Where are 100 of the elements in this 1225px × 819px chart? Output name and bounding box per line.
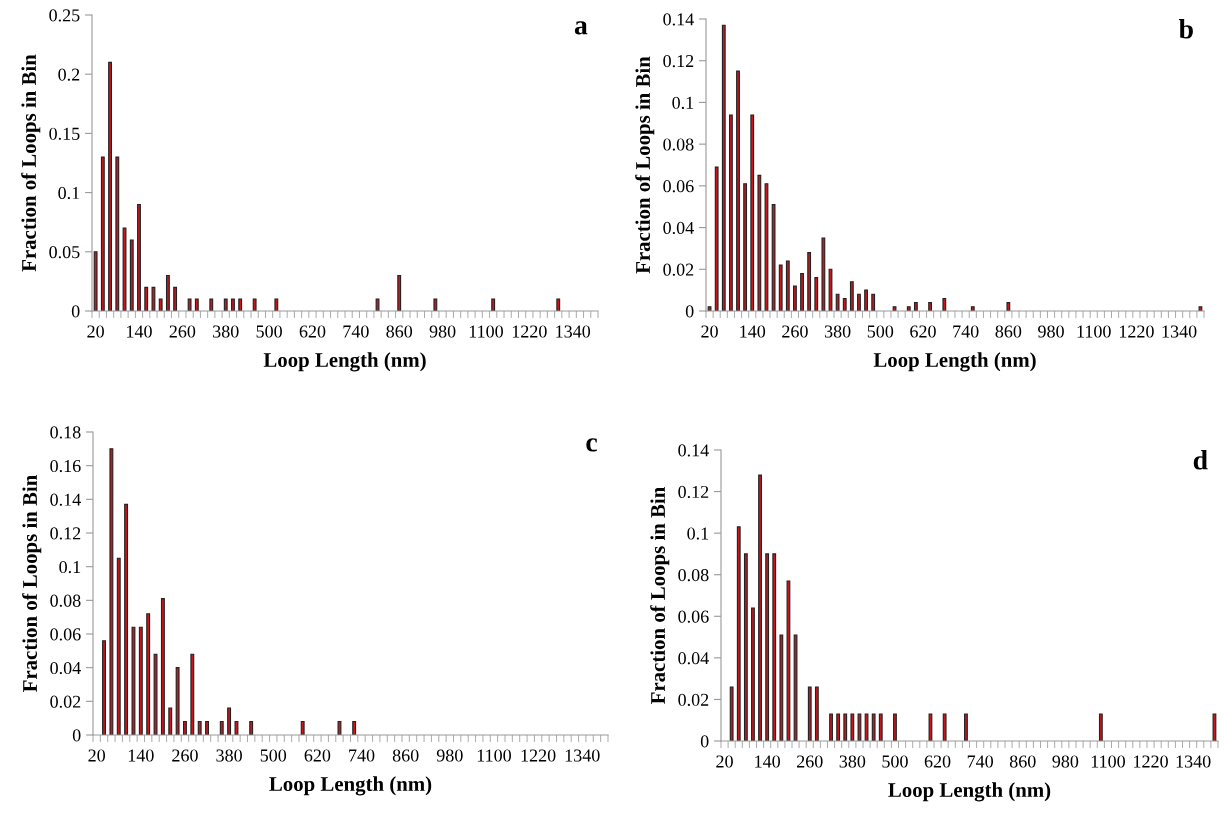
- x-tick-label: 1340: [556, 325, 591, 338]
- y-tick-label: 0.12: [678, 485, 709, 499]
- y-tick-label: 0.05: [49, 246, 80, 259]
- x-tick-label: 980: [429, 325, 456, 338]
- x-tick-label: 860: [995, 325, 1022, 338]
- x-tick-label: 260: [169, 325, 196, 338]
- bar: [173, 286, 178, 311]
- x-tick-label: 20: [88, 749, 106, 762]
- x-tick-label: 500: [260, 749, 287, 762]
- bar: [227, 707, 232, 735]
- x-tick-label: 620: [299, 325, 326, 338]
- bar: [864, 289, 868, 311]
- bar: [183, 720, 187, 735]
- y-tick-label: 0: [71, 305, 80, 318]
- y-tick-label: 0: [72, 729, 81, 742]
- bar: [252, 298, 257, 311]
- x-tick-label: 740: [967, 755, 993, 768]
- bar: [970, 306, 975, 311]
- bar: [160, 598, 165, 735]
- bar: [109, 448, 114, 735]
- bar: [758, 474, 762, 741]
- chart-title: d: [1193, 450, 1208, 470]
- bar: [743, 553, 748, 741]
- x-tick-label: 1340: [565, 749, 600, 762]
- bar: [337, 720, 342, 735]
- y-tick-label: 0.06: [678, 610, 709, 623]
- bar: [375, 298, 380, 311]
- bar: [871, 713, 876, 741]
- y-tick-label: 0.04: [678, 652, 709, 665]
- bar: [491, 298, 496, 311]
- bar: [137, 203, 141, 311]
- bar: [814, 277, 819, 311]
- x-tick-label: 740: [953, 325, 979, 338]
- y-axis-title: Fraction of Loops in Bin: [21, 54, 41, 272]
- bar: [175, 667, 180, 735]
- bar: [864, 713, 869, 741]
- y-tick-label: 0.18: [50, 426, 81, 439]
- bar: [736, 526, 741, 741]
- bar: [928, 302, 933, 311]
- bar: [168, 707, 173, 735]
- x-tick-label: 20: [87, 325, 104, 338]
- x-axis-title: Loop Length (nm): [263, 352, 426, 372]
- x-tick-label: 500: [256, 325, 282, 338]
- x-tick-label: 860: [386, 325, 413, 338]
- bar: [729, 686, 734, 741]
- bar: [736, 70, 740, 311]
- bar: [793, 634, 798, 741]
- y-tick-label: 0.1: [59, 560, 81, 574]
- bar: [892, 306, 897, 311]
- bar: [721, 24, 726, 311]
- bar: [352, 720, 357, 735]
- bar: [1198, 306, 1203, 311]
- bar: [728, 114, 733, 311]
- bar: [857, 713, 862, 741]
- bar: [786, 580, 791, 741]
- bar: [857, 293, 861, 311]
- x-tick-label: 1100: [469, 325, 503, 338]
- bar: [116, 557, 121, 735]
- y-tick-label: 0.16: [50, 459, 81, 473]
- y-tick-label: 0.08: [678, 568, 709, 582]
- x-tick-label: 860: [392, 749, 419, 762]
- bar: [714, 166, 719, 311]
- bar: [138, 626, 143, 735]
- x-tick-label: 380: [213, 325, 239, 338]
- y-tick-label: 0.02: [678, 693, 709, 706]
- bar: [778, 264, 783, 311]
- bar: [433, 298, 438, 311]
- bar: [750, 114, 755, 311]
- chart-title: a: [574, 21, 588, 35]
- bar: [707, 306, 712, 311]
- x-tick-label: 740: [343, 325, 369, 338]
- chart-title: c: [586, 438, 598, 452]
- bar: [1212, 713, 1217, 741]
- x-tick-label: 140: [127, 325, 152, 338]
- x-tick-label: 260: [782, 325, 808, 338]
- y-tick-label: 0.25: [49, 9, 80, 22]
- y-tick-label: 0.1: [58, 186, 80, 200]
- bar: [131, 626, 136, 735]
- x-tick-label: 140: [128, 749, 154, 762]
- bar: [219, 720, 224, 735]
- x-tick-label: 140: [740, 325, 766, 338]
- y-tick-label: 0.06: [50, 628, 81, 641]
- bar: [124, 503, 129, 735]
- y-axis-title: Fraction of Loops in Bin: [650, 487, 670, 704]
- bar: [397, 274, 402, 311]
- bar: [274, 298, 279, 311]
- bar: [964, 713, 968, 741]
- bar: [249, 720, 254, 735]
- bar: [807, 686, 812, 741]
- bar: [764, 183, 769, 311]
- bar: [878, 713, 883, 741]
- x-tick-label: 380: [824, 325, 851, 338]
- x-tick-label: 260: [172, 749, 198, 762]
- bar: [751, 607, 755, 741]
- bar: [743, 183, 748, 311]
- bar: [1006, 302, 1011, 311]
- bar: [928, 713, 933, 741]
- bar: [108, 61, 112, 311]
- bar: [850, 713, 855, 741]
- y-tick-label: 0.1: [687, 527, 709, 540]
